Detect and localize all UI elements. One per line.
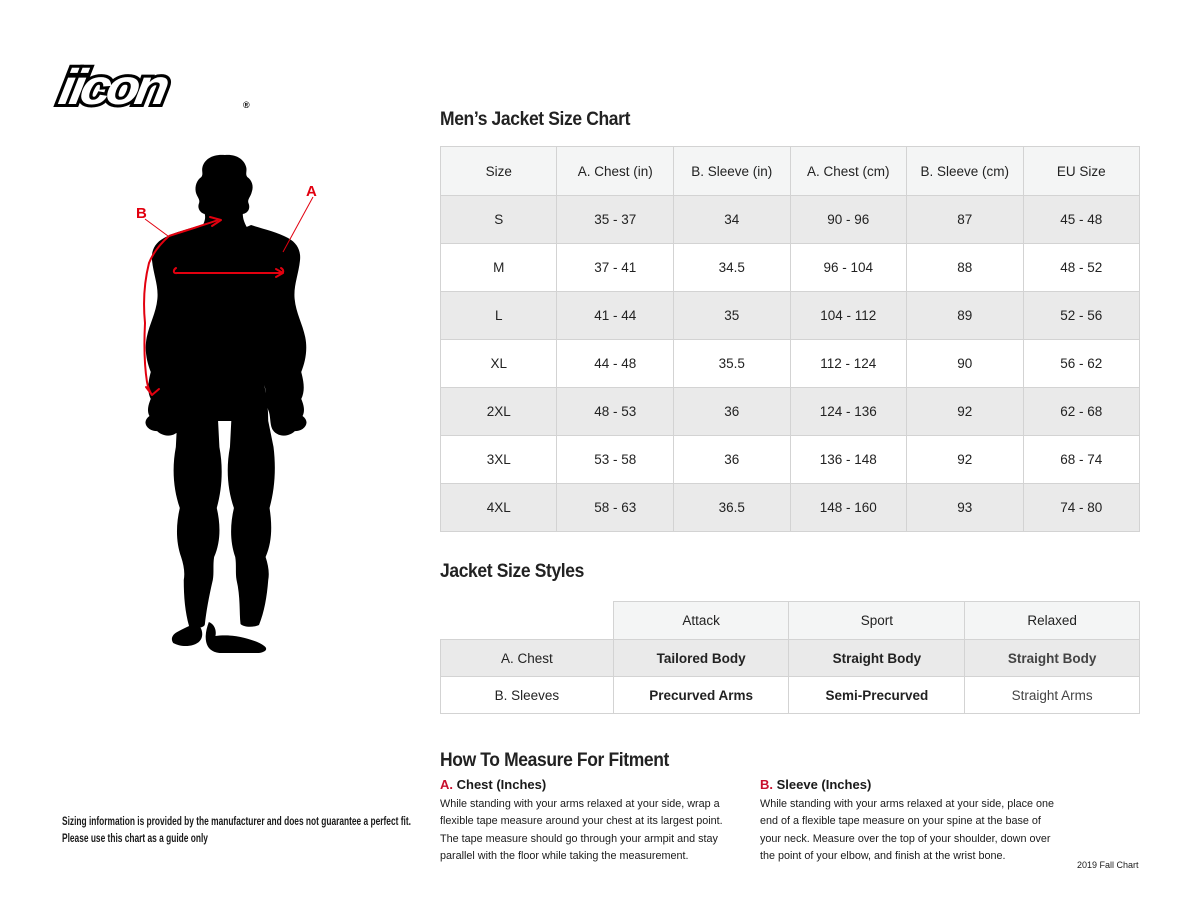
svg-text:B: B: [136, 205, 147, 222]
svg-text:A: A: [306, 183, 317, 200]
